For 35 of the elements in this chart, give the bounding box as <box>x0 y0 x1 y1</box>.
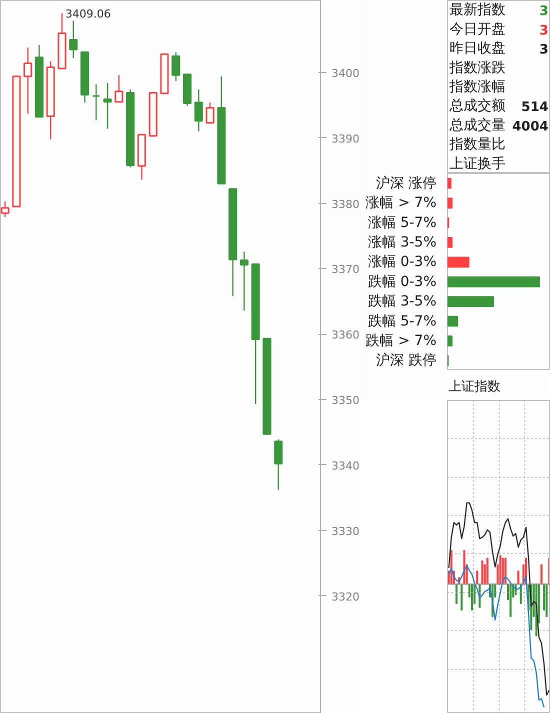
annotation: 3409.06 <box>65 8 111 21</box>
category-label: 上证换手 <box>450 156 506 172</box>
y-tick-label: 3400 <box>332 66 360 80</box>
y-tick-label: 跌幅 3-5% <box>368 294 437 310</box>
text: 4004 <box>512 119 548 134</box>
category-label: 昨日收盘 <box>450 40 506 57</box>
category-label: 最新指数 <box>450 2 506 18</box>
chart-title: 上证指数 <box>448 380 501 394</box>
y-tick-label: 3320 <box>332 590 360 604</box>
category-label: 指数量比 <box>448 136 506 153</box>
text: 3 <box>539 4 548 20</box>
text: 3 <box>539 23 548 38</box>
y-tick-label: 沪深 涨停 <box>376 175 437 192</box>
y-tick-label: 涨幅 > 7% <box>366 195 437 212</box>
text: 3 <box>539 42 548 58</box>
y-tick-label: 涨幅 0-3% <box>368 254 437 270</box>
y-tick-label: 跌幅 0-3% <box>368 274 437 290</box>
y-tick-label: 3350 <box>332 394 360 408</box>
y-tick-label: 跌幅 5-7% <box>368 313 437 330</box>
y-tick-label: 沪深 跌停 <box>376 352 437 369</box>
category-label: 总成交量 <box>448 117 506 134</box>
text: 514 <box>521 100 548 116</box>
category-label: 总成交额 <box>448 98 506 114</box>
y-tick-label: 3380 <box>332 198 360 211</box>
category-label: 今日开盘 <box>450 21 506 38</box>
y-tick-label: 3370 <box>332 263 360 276</box>
category-label: 指数涨跌 <box>448 60 506 76</box>
y-tick-label: 3390 <box>332 132 360 146</box>
y-tick-label: 涨幅 5-7% <box>368 214 437 231</box>
y-tick-label: 涨幅 3-5% <box>368 234 437 250</box>
y-tick-label: 3340 <box>332 459 360 472</box>
y-tick-label: 3360 <box>332 328 360 342</box>
y-tick-label: 跌幅 > 7% <box>366 332 437 349</box>
category-label: 指数涨幅 <box>448 79 506 95</box>
y-tick-label: 3330 <box>332 524 360 538</box>
